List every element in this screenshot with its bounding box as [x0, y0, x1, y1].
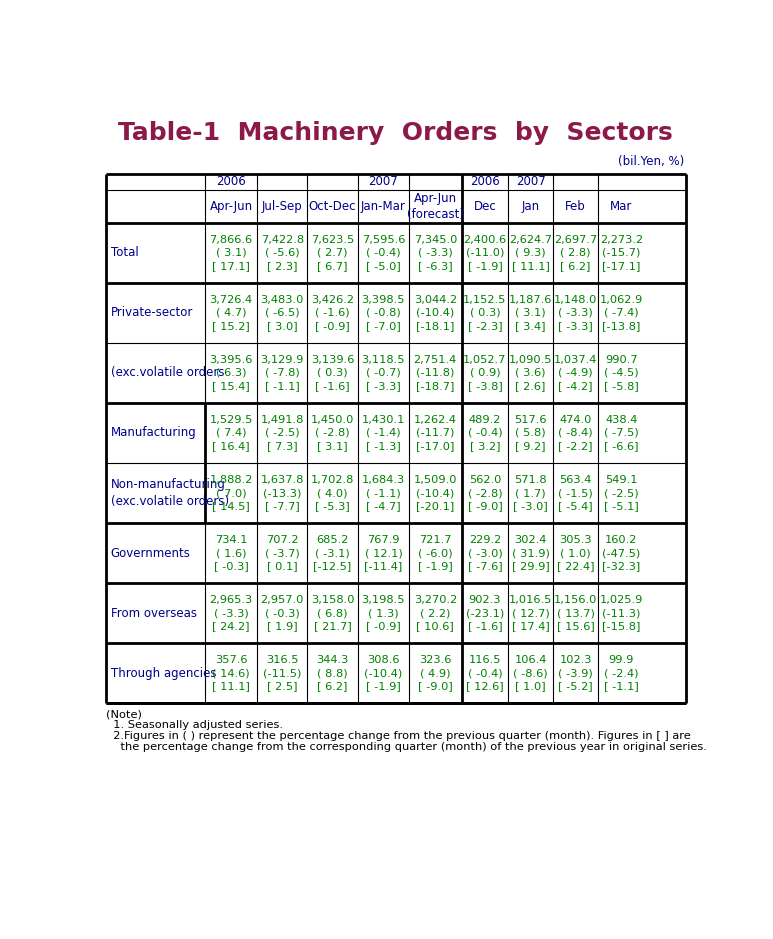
Text: 3,118.5
( -0.7)
[ -3.3]: 3,118.5 ( -0.7) [ -3.3]	[362, 355, 405, 391]
Text: 357.6
( 14.6)
[ 11.1]: 357.6 ( 14.6) [ 11.1]	[212, 655, 250, 691]
Text: 1,025.9
(-11.3)
[-15.8]: 1,025.9 (-11.3) [-15.8]	[600, 595, 643, 631]
Text: From overseas: From overseas	[111, 607, 196, 620]
Text: 1,090.5
( 3.6)
[ 2.6]: 1,090.5 ( 3.6) [ 2.6]	[509, 355, 553, 391]
Text: 3,483.0
( -6.5)
[ 3.0]: 3,483.0 ( -6.5) [ 3.0]	[261, 295, 304, 331]
Text: 1. Seasonally adjusted series.: 1. Seasonally adjusted series.	[106, 720, 283, 731]
Text: Non-manufacturing
(exc.volatile orders): Non-manufacturing (exc.volatile orders)	[111, 478, 229, 508]
Text: 2,697.7
( 2.8)
[ 6.2]: 2,697.7 ( 2.8) [ 6.2]	[554, 235, 598, 270]
Text: 685.2
( -3.1)
[-12.5]: 685.2 ( -3.1) [-12.5]	[314, 535, 352, 571]
Text: 7,345.0
( -3.3)
[ -6.3]: 7,345.0 ( -3.3) [ -6.3]	[414, 235, 457, 270]
Text: 3,198.5
( 1.3)
[ -0.9]: 3,198.5 ( 1.3) [ -0.9]	[362, 595, 405, 631]
Text: Total: Total	[111, 246, 138, 259]
Text: Apr-Jun: Apr-Jun	[209, 200, 253, 213]
Text: 517.6
( 5.8)
[ 9.2]: 517.6 ( 5.8) [ 9.2]	[514, 415, 547, 451]
Text: 489.2
( -0.4)
[ 3.2]: 489.2 ( -0.4) [ 3.2]	[468, 415, 502, 451]
Text: 3,726.4
( 4.7)
[ 15.2]: 3,726.4 ( 4.7) [ 15.2]	[209, 295, 253, 331]
Text: 316.5
(-11.5)
[ 2.5]: 316.5 (-11.5) [ 2.5]	[263, 655, 301, 691]
Text: 990.7
( -4.5)
[ -5.8]: 990.7 ( -4.5) [ -5.8]	[604, 355, 638, 391]
Text: Private-sector: Private-sector	[111, 306, 193, 319]
Text: 902.3
(-23.1)
[ -1.6]: 902.3 (-23.1) [ -1.6]	[466, 595, 504, 631]
Text: 3,129.9
( -7.8)
[ -1.1]: 3,129.9 ( -7.8) [ -1.1]	[261, 355, 304, 391]
Text: 1,156.0
( 13.7)
[ 15.6]: 1,156.0 ( 13.7) [ 15.6]	[554, 595, 598, 631]
Text: 3,398.5
( -0.8)
[ -7.0]: 3,398.5 ( -0.8) [ -7.0]	[362, 295, 405, 331]
Text: 1,037.4
( -4.9)
[ -4.2]: 1,037.4 ( -4.9) [ -4.2]	[554, 355, 598, 391]
Text: 99.9
( -2.4)
[ -1.1]: 99.9 ( -2.4) [ -1.1]	[604, 655, 638, 691]
Text: 734.1
( 1.6)
[ -0.3]: 734.1 ( 1.6) [ -0.3]	[213, 535, 248, 571]
Text: Jan: Jan	[522, 200, 540, 213]
Text: 1,491.8
( -2.5)
[ 7.3]: 1,491.8 ( -2.5) [ 7.3]	[261, 415, 304, 451]
Text: 323.6
( 4.9)
[ -9.0]: 323.6 ( 4.9) [ -9.0]	[418, 655, 453, 691]
Text: 2,751.4
(-11.8)
[-18.7]: 2,751.4 (-11.8) [-18.7]	[414, 355, 457, 391]
Text: 1,052.7
( 0.9)
[ -3.8]: 1,052.7 ( 0.9) [ -3.8]	[463, 355, 506, 391]
Text: 767.9
( 12.1)
[-11.4]: 767.9 ( 12.1) [-11.4]	[364, 535, 403, 571]
Text: 2.Figures in ( ) represent the percentage change from the previous quarter (mont: 2.Figures in ( ) represent the percentag…	[106, 731, 690, 741]
Text: Through agencies: Through agencies	[111, 667, 216, 680]
Text: 571.8
( 1.7)
[ -3.0]: 571.8 ( 1.7) [ -3.0]	[513, 475, 548, 511]
Text: Jul-Sep: Jul-Sep	[262, 200, 302, 213]
Text: 2,400.6
(-11.0)
[ -1.9]: 2,400.6 (-11.0) [ -1.9]	[463, 235, 506, 270]
Text: 3,044.2
(-10.4)
[-18.1]: 3,044.2 (-10.4) [-18.1]	[414, 295, 457, 331]
Text: 1,016.5
( 12.7)
[ 17.4]: 1,016.5 ( 12.7) [ 17.4]	[509, 595, 553, 631]
Text: 2007: 2007	[516, 176, 546, 189]
Text: 2,273.2
(-15.7)
[-17.1]: 2,273.2 (-15.7) [-17.1]	[600, 235, 643, 270]
Text: 549.1
( -2.5)
[ -5.1]: 549.1 ( -2.5) [ -5.1]	[604, 475, 638, 511]
Text: 563.4
( -1.5)
[ -5.4]: 563.4 ( -1.5) [ -5.4]	[558, 475, 593, 511]
Text: 1,187.6
( 3.1)
[ 3.4]: 1,187.6 ( 3.1) [ 3.4]	[509, 295, 553, 331]
Text: Feb: Feb	[565, 200, 586, 213]
Text: 2007: 2007	[369, 176, 398, 189]
Text: 1,062.9
( -7.4)
[-13.8]: 1,062.9 ( -7.4) [-13.8]	[600, 295, 643, 331]
Text: 308.6
(-10.4)
[ -1.9]: 308.6 (-10.4) [ -1.9]	[364, 655, 403, 691]
Text: 721.7
( -6.0)
[ -1.9]: 721.7 ( -6.0) [ -1.9]	[418, 535, 453, 571]
Text: 1,152.5
( 0.3)
[ -2.3]: 1,152.5 ( 0.3) [ -2.3]	[463, 295, 506, 331]
Text: 3,426.2
( -1.6)
[ -0.9]: 3,426.2 ( -1.6) [ -0.9]	[311, 295, 354, 331]
Text: 160.2
(-47.5)
[-32.3]: 160.2 (-47.5) [-32.3]	[602, 535, 640, 571]
Text: 305.3
( 1.0)
[ 22.4]: 305.3 ( 1.0) [ 22.4]	[557, 535, 594, 571]
Text: 102.3
( -3.9)
[ -5.2]: 102.3 ( -3.9) [ -5.2]	[558, 655, 593, 691]
Text: 7,623.5
( 2.7)
[ 6.7]: 7,623.5 ( 2.7) [ 6.7]	[311, 235, 354, 270]
Text: Dec: Dec	[474, 200, 496, 213]
Text: (bil.Yen, %): (bil.Yen, %)	[618, 155, 684, 168]
Text: the percentage change from the corresponding quarter (month) of the previous yea: the percentage change from the correspon…	[106, 742, 707, 752]
Text: 1,529.5
( 7.4)
[ 16.4]: 1,529.5 ( 7.4) [ 16.4]	[209, 415, 253, 451]
Text: 2,957.0
( -0.3)
[ 1.9]: 2,957.0 ( -0.3) [ 1.9]	[261, 595, 304, 631]
Text: Manufacturing: Manufacturing	[111, 426, 196, 439]
Text: 302.4
( 31.9)
[ 29.9]: 302.4 ( 31.9) [ 29.9]	[512, 535, 550, 571]
Text: 1,702.8
( 4.0)
[ -5.3]: 1,702.8 ( 4.0) [ -5.3]	[311, 475, 354, 511]
Text: 2006: 2006	[470, 176, 500, 189]
Text: 1,430.1
( -1.4)
[ -1.3]: 1,430.1 ( -1.4) [ -1.3]	[362, 415, 405, 451]
Text: 3,395.6
( 6.3)
[ 15.4]: 3,395.6 ( 6.3) [ 15.4]	[209, 355, 253, 391]
Text: 1,888.2
( 7.0)
[ 14.5]: 1,888.2 ( 7.0) [ 14.5]	[209, 475, 253, 511]
Text: (exc.volatile orders: (exc.volatile orders	[111, 366, 224, 379]
Text: Governments: Governments	[111, 546, 190, 560]
Text: Mar: Mar	[610, 200, 632, 213]
Text: 438.4
( -7.5)
[ -6.6]: 438.4 ( -7.5) [ -6.6]	[604, 415, 638, 451]
Text: 3,139.6
( 0.3)
[ -1.6]: 3,139.6 ( 0.3) [ -1.6]	[311, 355, 354, 391]
Text: 3,270.2
( 2.2)
[ 10.6]: 3,270.2 ( 2.2) [ 10.6]	[414, 595, 457, 631]
Text: Apr-Jun
(forecast): Apr-Jun (forecast)	[407, 192, 464, 221]
Text: 2,624.7
( 9.3)
[ 11.1]: 2,624.7 ( 9.3) [ 11.1]	[509, 235, 552, 270]
Text: (Note): (Note)	[106, 710, 141, 719]
Text: 344.3
( 8.8)
[ 6.2]: 344.3 ( 8.8) [ 6.2]	[316, 655, 349, 691]
Text: 116.5
( -0.4)
[ 12.6]: 116.5 ( -0.4) [ 12.6]	[466, 655, 504, 691]
Text: 562.0
( -2.8)
[ -9.0]: 562.0 ( -2.8) [ -9.0]	[468, 475, 502, 511]
Text: 1,509.0
(-10.4)
[-20.1]: 1,509.0 (-10.4) [-20.1]	[414, 475, 457, 511]
Text: 474.0
( -8.4)
[ -2.2]: 474.0 ( -8.4) [ -2.2]	[558, 415, 593, 451]
Text: 7,595.6
( -0.4)
[ -5.0]: 7,595.6 ( -0.4) [ -5.0]	[362, 235, 405, 270]
Text: 1,637.8
(-13.3)
[ -7.7]: 1,637.8 (-13.3) [ -7.7]	[261, 475, 304, 511]
Text: 2,965.3
( -3.3)
[ 24.2]: 2,965.3 ( -3.3) [ 24.2]	[209, 595, 253, 631]
Text: Oct-Dec: Oct-Dec	[309, 200, 356, 213]
Text: Jan-Mar: Jan-Mar	[361, 200, 406, 213]
Text: 3,158.0
( 6.8)
[ 21.7]: 3,158.0 ( 6.8) [ 21.7]	[311, 595, 354, 631]
Text: 7,422.8
( -5.6)
[ 2.3]: 7,422.8 ( -5.6) [ 2.3]	[261, 235, 304, 270]
Text: 1,450.0
( -2.8)
[ 3.1]: 1,450.0 ( -2.8) [ 3.1]	[311, 415, 354, 451]
Text: 229.2
( -3.0)
[ -7.6]: 229.2 ( -3.0) [ -7.6]	[468, 535, 502, 571]
Text: 7,866.6
( 3.1)
[ 17.1]: 7,866.6 ( 3.1) [ 17.1]	[209, 235, 253, 270]
Text: 1,148.0
( -3.3)
[ -3.3]: 1,148.0 ( -3.3) [ -3.3]	[554, 295, 598, 331]
Text: 106.4
( -8.6)
[ 1.0]: 106.4 ( -8.6) [ 1.0]	[513, 655, 548, 691]
Text: Table-1  Machinery  Orders  by  Sectors: Table-1 Machinery Orders by Sectors	[118, 121, 673, 146]
Text: 2006: 2006	[216, 176, 246, 189]
Text: 707.2
( -3.7)
[ 0.1]: 707.2 ( -3.7) [ 0.1]	[265, 535, 300, 571]
Text: 1,684.3
( -1.1)
[ -4.7]: 1,684.3 ( -1.1) [ -4.7]	[362, 475, 405, 511]
Text: 1,262.4
(-11.7)
[-17.0]: 1,262.4 (-11.7) [-17.0]	[414, 415, 457, 451]
